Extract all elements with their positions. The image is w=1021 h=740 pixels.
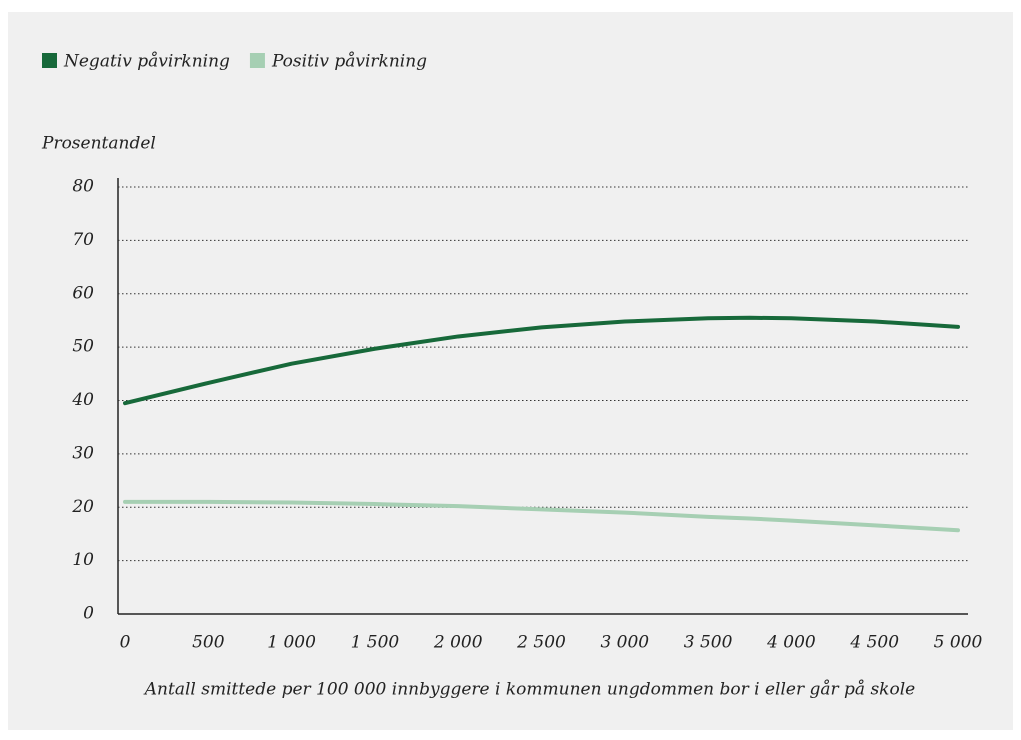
y-tick-label: 30	[72, 443, 94, 463]
x-tick-label: 1 500	[351, 633, 400, 653]
y-tick-label: 0	[83, 604, 94, 624]
y-tick-label: 40	[71, 390, 94, 410]
legend-swatch	[249, 53, 265, 68]
line-series	[123, 499, 960, 533]
legend-swatch	[42, 53, 57, 68]
x-tick-label: 2 500	[516, 633, 566, 653]
y-tick-label: 80	[72, 177, 94, 197]
y-tick-label: 70	[72, 230, 94, 250]
x-tick-label: 5 000	[934, 633, 983, 653]
x-tick-label: 4 000	[766, 633, 816, 653]
x-tick-label: 2 000	[433, 633, 483, 653]
x-tick-label: 500	[192, 633, 225, 653]
x-tick-label: 0	[120, 633, 131, 653]
panel	[8, 12, 1013, 730]
x-axis-label: Antall smittede per 100 000 innbyggere i…	[143, 680, 915, 700]
legend-label: Negativ påvirkning	[63, 52, 230, 72]
y-tick-label: 60	[72, 283, 94, 303]
x-tick-label: 4 500	[849, 633, 899, 653]
x-tick-label: 3 500	[684, 633, 733, 653]
y-tick-label: 50	[72, 337, 94, 357]
y-axis-label: Prosentandel	[41, 134, 156, 154]
x-tick-label: 1 000	[267, 633, 316, 653]
y-tick-label: 20	[71, 497, 94, 517]
legend-label: Positiv påvirkning	[271, 52, 427, 72]
x-tick-label: 3 000	[600, 633, 649, 653]
y-tick-label: 10	[72, 550, 94, 570]
line-series	[123, 315, 960, 406]
